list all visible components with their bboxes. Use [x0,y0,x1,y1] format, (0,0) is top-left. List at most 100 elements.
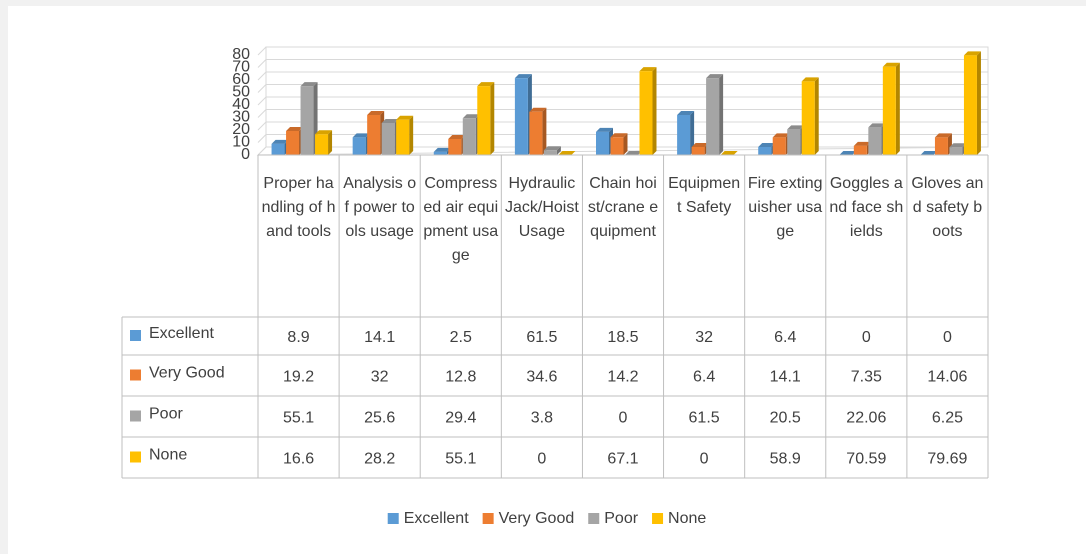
table-value: 18.5 [607,329,638,346]
table-value: 2.5 [450,329,472,346]
bar-side [328,130,333,155]
table-value: 0 [862,329,871,346]
legend-key [130,330,141,341]
bar [433,151,447,155]
bar [963,55,977,156]
bar-top [706,74,724,79]
table-value: 7.35 [851,369,882,386]
table-value: 61.5 [526,329,557,346]
bar-top [286,127,304,131]
bar-top [610,133,628,138]
table-value: 55.1 [283,410,314,427]
bar [801,81,815,155]
grid-line [257,59,988,68]
bar-top [882,62,900,67]
bar-side [556,146,561,155]
bar [677,115,691,155]
grid-line [257,134,988,143]
table-value: 79.69 [927,451,967,468]
table-value: 29.4 [445,410,476,427]
bar-side [976,51,981,156]
legend-key [130,451,141,463]
category-cell: Hydraulic Jack/Hoist Usage [504,175,579,240]
bar [300,86,314,155]
bar-top [315,130,333,135]
bar [691,147,705,155]
table-value: 14.06 [927,369,967,386]
bar-top [787,125,805,130]
bar-side [623,133,628,155]
table-value: 3.8 [531,410,553,427]
row-label: Poor [149,406,183,423]
grid-line [257,46,988,56]
bar [462,118,476,155]
x-tick-label: Chain hoist/crane equipment [587,175,659,240]
bar-top [596,127,613,132]
bar-top [868,123,886,128]
legend-label: None [668,510,706,527]
y-tick-label: 70 [232,59,250,76]
bar-top [396,115,414,120]
grid-line [257,96,988,106]
category-cell: Chain hoist/crane equipment [587,175,659,240]
bar-top [801,77,819,82]
bar [934,137,948,155]
legend-key [387,513,399,524]
category-cell: Gloves and safety boots [911,175,984,240]
table-value: 58.9 [770,451,801,468]
bar-side [814,77,819,155]
bar-top [639,67,657,72]
category-cell: Goggles and face shields [829,175,903,240]
bar-side [895,62,900,156]
table-value: 12.8 [445,369,476,386]
y-tick-label: 10 [232,134,250,151]
x-tick-label: Gloves and safety boots [911,175,984,240]
legend-label: Very Good [499,510,575,527]
grid-line [257,146,988,156]
bar-top [543,146,561,151]
table-value: 32 [371,369,389,386]
legend-key [130,369,141,381]
bar [772,137,786,155]
x-tick-label: Equipment Safety [668,175,741,216]
table-value: 55.1 [445,451,476,468]
bar-top [920,151,938,155]
table-value: 14.2 [607,369,638,386]
bar [543,150,557,155]
table-value: 0 [700,451,709,468]
x-tick-label: Compressed air equipment usage [423,175,499,264]
bar-top [448,135,466,139]
bar-top [691,143,709,147]
y-tick-label: 30 [232,109,250,126]
bar [529,111,543,155]
bar [271,143,285,155]
bar [706,78,720,155]
grid-line [257,121,988,131]
bar-top [625,151,642,155]
table-value: 0 [943,329,952,346]
category-cell: Analysis of power tools usage [343,175,416,240]
bar [758,147,772,155]
bar [448,139,462,155]
table-value: 28.2 [364,451,395,468]
category-cell: Fire extinguisher usage [748,175,823,240]
legend-label: Poor [604,510,638,527]
bar-top [677,111,695,115]
bar [596,131,609,155]
bar-top [462,114,480,119]
bar-side [652,67,657,155]
bar-top [758,143,776,147]
table-value: 70.59 [846,451,886,468]
table-value: 61.5 [689,410,720,427]
bar-top [839,151,857,155]
bar-top [558,151,576,155]
y-tick-label: 50 [232,84,250,101]
bar [315,134,329,155]
bar-top [853,141,871,146]
legend-key [130,410,141,422]
legend-label: Excellent [404,510,469,527]
legend-key [652,513,664,524]
table-value: 16.6 [283,451,314,468]
x-tick-label: Hydraulic Jack/Hoist Usage [504,175,579,240]
